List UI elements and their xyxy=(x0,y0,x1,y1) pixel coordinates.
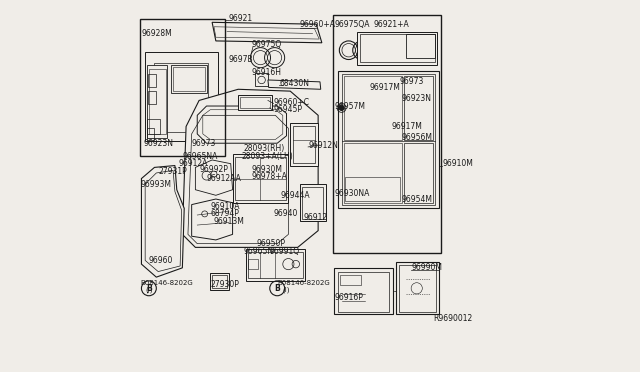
Text: 96960: 96960 xyxy=(149,256,173,265)
Text: 96923N: 96923N xyxy=(143,139,173,148)
Text: 68430N: 68430N xyxy=(279,79,309,88)
Text: 96990M: 96990M xyxy=(411,263,442,272)
Polygon shape xyxy=(246,249,305,281)
Polygon shape xyxy=(141,166,184,277)
Bar xyxy=(140,19,225,156)
Text: 96960+A: 96960+A xyxy=(300,20,335,29)
Polygon shape xyxy=(357,32,437,65)
Text: B08146-8202G: B08146-8202G xyxy=(277,280,330,286)
Text: 96965N: 96965N xyxy=(244,247,274,256)
Text: 28093+A(LH): 28093+A(LH) xyxy=(242,152,294,161)
Text: 96992P: 96992P xyxy=(199,165,228,174)
Text: 96954M: 96954M xyxy=(401,195,432,203)
Text: 96923N: 96923N xyxy=(402,94,432,103)
Text: 96940: 96940 xyxy=(273,209,298,218)
Text: 96973: 96973 xyxy=(191,139,216,148)
Text: 96956M: 96956M xyxy=(401,133,432,142)
Text: 96960+C: 96960+C xyxy=(273,98,310,107)
Text: 96945P: 96945P xyxy=(273,105,303,114)
Polygon shape xyxy=(145,52,218,141)
Text: 96917M: 96917M xyxy=(392,122,422,131)
Text: R9690012: R9690012 xyxy=(433,314,473,323)
Text: B: B xyxy=(275,284,280,293)
Polygon shape xyxy=(291,123,318,166)
Text: 96912N: 96912N xyxy=(308,141,338,150)
Text: 27930P: 27930P xyxy=(211,280,239,289)
Text: 96910A: 96910A xyxy=(211,202,240,211)
Text: 96912A: 96912A xyxy=(179,159,208,168)
Text: (I): (I) xyxy=(282,287,289,294)
Text: 96944A: 96944A xyxy=(281,191,310,200)
Text: 96921: 96921 xyxy=(229,14,253,23)
Polygon shape xyxy=(238,95,271,110)
Polygon shape xyxy=(197,106,287,143)
Polygon shape xyxy=(191,199,232,240)
Text: 27931P: 27931P xyxy=(158,167,187,176)
Text: B08146-8202G: B08146-8202G xyxy=(141,280,193,286)
Polygon shape xyxy=(212,22,322,43)
Text: 28093(RH): 28093(RH) xyxy=(244,144,285,153)
Text: 96975Q: 96975Q xyxy=(251,40,282,49)
Text: 96917M: 96917M xyxy=(369,83,401,92)
Circle shape xyxy=(339,105,344,110)
Polygon shape xyxy=(182,89,318,247)
Text: 68794P: 68794P xyxy=(211,209,239,218)
Text: 96991Q: 96991Q xyxy=(270,247,300,256)
Text: 96957M: 96957M xyxy=(334,102,365,110)
Text: 96916P: 96916P xyxy=(334,293,363,302)
Text: 96913M: 96913M xyxy=(214,217,245,226)
Polygon shape xyxy=(232,154,289,203)
Text: 96973: 96973 xyxy=(400,77,424,86)
Bar xyxy=(333,15,441,253)
Polygon shape xyxy=(195,160,232,195)
Text: 96993M: 96993M xyxy=(141,180,172,189)
Text: 96916H: 96916H xyxy=(251,68,281,77)
Text: (J): (J) xyxy=(145,287,153,294)
Text: 96912: 96912 xyxy=(303,213,328,222)
Text: 96910M: 96910M xyxy=(442,159,473,168)
Polygon shape xyxy=(147,65,168,138)
Text: B: B xyxy=(146,284,152,293)
Polygon shape xyxy=(300,184,326,221)
Text: 96950P: 96950P xyxy=(257,239,285,248)
Text: 96965NA: 96965NA xyxy=(182,152,218,161)
Text: 96978+A: 96978+A xyxy=(251,172,287,181)
Text: 9697B: 9697B xyxy=(229,55,253,64)
Polygon shape xyxy=(268,80,321,89)
Polygon shape xyxy=(396,262,439,314)
Text: 96928M: 96928M xyxy=(141,29,172,38)
Text: 96930M: 96930M xyxy=(251,165,282,174)
Text: 96930NA: 96930NA xyxy=(334,189,369,198)
Text: 96912AA: 96912AA xyxy=(207,174,241,183)
Bar xyxy=(248,260,258,269)
Polygon shape xyxy=(211,273,229,290)
Text: 96975QA: 96975QA xyxy=(334,20,370,29)
Polygon shape xyxy=(334,268,392,314)
Text: 96921+A: 96921+A xyxy=(374,20,410,29)
Polygon shape xyxy=(338,71,439,208)
